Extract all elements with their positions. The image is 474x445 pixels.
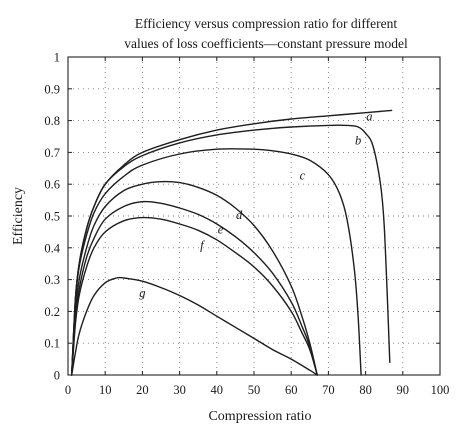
x-tick-label: 70 xyxy=(322,383,335,397)
curve-b xyxy=(71,124,391,376)
curve-labels: ab c def g xyxy=(139,110,372,300)
x-tick-label: 30 xyxy=(173,383,186,397)
x-tick-label: 80 xyxy=(359,383,372,397)
x-tick-label: 40 xyxy=(211,383,224,397)
grid xyxy=(68,57,440,375)
x-tick-label: 20 xyxy=(136,383,149,397)
x-tick-label: 0 xyxy=(65,383,71,397)
curve-e xyxy=(71,200,318,376)
y-tick-label: 0.7 xyxy=(44,146,60,160)
x-tick-label: 60 xyxy=(285,383,298,397)
x-axis-label: Compression ratio xyxy=(208,409,311,424)
x-tick-label: 50 xyxy=(248,383,261,397)
chart-title-line-2: values of loss coefficients—constant pre… xyxy=(124,36,408,51)
x-tick-label: 90 xyxy=(397,383,410,397)
y-tick-label: 0.3 xyxy=(44,273,60,287)
y-tick-label: 0 xyxy=(54,369,60,383)
y-tick-label: 1 xyxy=(54,51,60,65)
curve-label-d: d xyxy=(236,208,243,222)
curve-label-f: f xyxy=(200,238,205,252)
curve-f xyxy=(71,216,318,376)
curve-c xyxy=(71,148,362,376)
plot-frame xyxy=(67,56,441,376)
curves xyxy=(71,109,393,376)
curve-label-c: c xyxy=(300,168,306,182)
curve-g xyxy=(71,276,318,376)
y-tick-label: 0.8 xyxy=(44,114,60,128)
curve-label-b: b xyxy=(355,133,361,147)
axis-ticks: 0 10 20 30 40 50 60 70 80 90 100 0 0.1 0.2 0.3 0.4 0.5 0.… xyxy=(44,51,449,398)
x-tick-label: 100 xyxy=(431,383,450,397)
y-tick-label: 0.4 xyxy=(44,241,60,255)
curve-label-g: g xyxy=(139,286,145,300)
curve-a xyxy=(71,109,393,376)
y-tick-label: 0.1 xyxy=(44,337,60,351)
curve-label-a: a xyxy=(366,110,372,124)
chart-title-line-1: Efficiency versus compression ratio for … xyxy=(135,16,398,31)
y-tick-label: 0.2 xyxy=(44,305,60,319)
y-tick-label: 0.6 xyxy=(44,178,60,192)
y-axis-label: Efficiency xyxy=(11,187,26,245)
curve-label-e: e xyxy=(218,222,224,236)
y-tick-label: 0.5 xyxy=(44,210,60,224)
y-tick-label: 0.9 xyxy=(44,82,60,96)
x-tick-label: 10 xyxy=(99,383,112,397)
curve-d xyxy=(71,180,318,376)
